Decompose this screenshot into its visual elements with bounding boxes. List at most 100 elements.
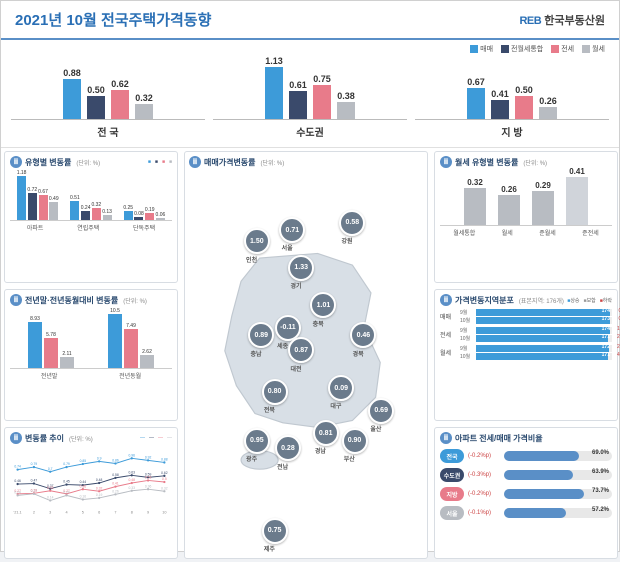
svg-text:0.24: 0.24: [14, 490, 21, 494]
svg-text:0.32: 0.32: [96, 486, 103, 490]
page-title: 2021년 10월 전국주택가격동향: [15, 9, 211, 30]
map-pin: 0.95: [244, 428, 270, 454]
svg-text:0.58: 0.58: [112, 473, 119, 477]
map-pin: 0.28: [275, 435, 301, 461]
ratio-row: 수도권(-0.3%p)63.9%: [440, 468, 612, 482]
dist-row: 월세9월1722 210월1714 1: [440, 345, 612, 360]
map-pin: 0.46: [350, 322, 376, 348]
svg-text:0.86: 0.86: [112, 459, 119, 463]
panel-trend: ⅲ 변동률 추이 (단위: %) ———— 0.740.790.70.790.8…: [4, 427, 178, 559]
bar: [467, 88, 485, 119]
bar: [539, 107, 557, 119]
map-pin: 1.33: [288, 255, 314, 281]
svg-text:0.85: 0.85: [80, 459, 87, 463]
panel-title-text: 유형별 변동률: [25, 157, 71, 168]
svg-text:5: 5: [82, 510, 84, 514]
svg-text:0.27: 0.27: [31, 489, 38, 493]
panel-map: ⅲ 매매가격변동률 (단위: %) 0.71서울1.50인천1.33경기0.58…: [184, 151, 428, 559]
ratio-row: 전국(-0.2%p)69.0%: [440, 449, 612, 463]
svg-text:0.46: 0.46: [14, 479, 21, 483]
svg-text:0.36: 0.36: [80, 484, 87, 488]
panel-ratio: ⅲ 아파트 전세/매매 가격비율 전국(-0.2%p)69.0%수도권(-0.3…: [434, 427, 618, 559]
title-year: 2021년 10월: [15, 12, 97, 29]
bar: [135, 104, 153, 119]
logo-text: 한국부동산원: [544, 15, 605, 27]
top-chart: 1.130.610.750.38수도권: [213, 62, 407, 139]
legend-item: 전세: [551, 44, 574, 54]
svg-text:0.5: 0.5: [162, 477, 167, 481]
svg-text:0.48: 0.48: [96, 478, 103, 482]
svg-text:0.96: 0.96: [129, 453, 136, 457]
svg-text:0.47: 0.47: [31, 479, 38, 483]
svg-text:9: 9: [147, 510, 149, 514]
bar: [87, 96, 105, 119]
svg-text:0.36: 0.36: [145, 484, 152, 488]
bar: [515, 96, 533, 119]
legend-item: 전월세통합: [501, 44, 543, 54]
panel-title-text: 월세 유형별 변동률: [455, 157, 518, 168]
bar: [63, 79, 81, 119]
bar: [337, 102, 355, 119]
legend-item: 월세: [582, 44, 605, 54]
dist-row: 전세9월1741 110월1712 3: [440, 327, 612, 342]
panel-year-rate: ⅲ 전년말·전년동월대비 변동률 (단위: %) 8.935.782.1110.…: [4, 289, 178, 421]
svg-text:0.79: 0.79: [31, 462, 38, 466]
top-chart: 0.670.410.500.26지 방: [415, 62, 609, 139]
svg-text:0.32: 0.32: [161, 486, 168, 490]
top-charts: 0.880.500.620.32전 국1.130.610.750.38수도권0.…: [1, 58, 619, 148]
svg-text:0.53: 0.53: [145, 476, 152, 480]
panel-unit: (단위: %): [123, 296, 147, 305]
panel-icon: ⅲ: [10, 294, 22, 306]
logo: REB 한국부동산원: [519, 12, 605, 28]
panel-title-text: 변동률 추이: [25, 433, 64, 444]
svg-text:0.33: 0.33: [129, 486, 136, 490]
bar: [313, 85, 331, 120]
svg-text:8: 8: [131, 510, 133, 514]
panel-icon: ⅲ: [189, 156, 201, 168]
trend-chart: 0.740.790.70.790.850.90.860.960.920.880.…: [10, 447, 172, 517]
svg-text:0.7: 0.7: [48, 467, 53, 471]
logo-prefix: REB: [519, 15, 541, 27]
panel-title-text: 가격변동지역분포: [455, 295, 514, 306]
bar: [111, 90, 129, 119]
svg-text:0.62: 0.62: [161, 471, 168, 475]
svg-text:0.45: 0.45: [63, 480, 70, 484]
ratio-row: 지방(-0.2%p)73.7%: [440, 487, 612, 501]
header: 2021년 10월 전국주택가격동향 REB 한국부동산원: [1, 1, 619, 40]
svg-text:6: 6: [98, 510, 100, 514]
panel-title-text: 전년말·전년동월대비 변동률: [25, 295, 118, 306]
legend-item: 매매: [470, 44, 493, 54]
svg-text:0.16: 0.16: [80, 495, 87, 499]
map-pin: 0.87: [288, 337, 314, 363]
panel-icon: ⅲ: [440, 156, 452, 168]
svg-text:0.19: 0.19: [96, 493, 103, 497]
top-chart: 0.880.500.620.32전 국: [11, 62, 205, 139]
svg-text:0.48: 0.48: [129, 478, 136, 482]
bar: [289, 91, 307, 119]
panel-unit: (단위: %): [523, 158, 547, 167]
legend: 매매 전월세통합 전세 월세: [1, 40, 619, 58]
panel-unit: (단위: %): [76, 158, 100, 167]
svg-text:0.33: 0.33: [47, 486, 54, 490]
svg-text:'21.1: '21.1: [14, 510, 22, 514]
panel-icon: ⅲ: [10, 432, 22, 444]
panel-unit: (표본지역: 176개): [519, 296, 564, 305]
ratio-row: 서울(-0.1%p)57.2%: [440, 506, 612, 520]
map-pin: 0.80: [262, 379, 288, 405]
svg-text:10: 10: [162, 510, 166, 514]
map-pin: 0.09: [328, 375, 354, 401]
map-pin: 0.81: [313, 420, 339, 446]
map-pin: 0.90: [342, 428, 368, 454]
title-text: 전국주택가격동향: [101, 12, 211, 29]
svg-text:7: 7: [114, 510, 116, 514]
bar: [491, 100, 509, 119]
svg-text:0.41: 0.41: [112, 482, 119, 486]
panel-dist: ⅲ 가격변동지역분포 (표본지역: 176개) ■상승■보합■하락 매매9월17…: [434, 289, 618, 421]
map-pin: 1.01: [310, 292, 336, 318]
svg-text:0.92: 0.92: [145, 455, 152, 459]
svg-text:4: 4: [65, 510, 67, 514]
svg-text:0.88: 0.88: [161, 458, 168, 462]
panel-icon: ⅲ: [10, 156, 22, 168]
svg-text:3: 3: [49, 510, 51, 514]
map-pin: 0.58: [339, 210, 365, 236]
